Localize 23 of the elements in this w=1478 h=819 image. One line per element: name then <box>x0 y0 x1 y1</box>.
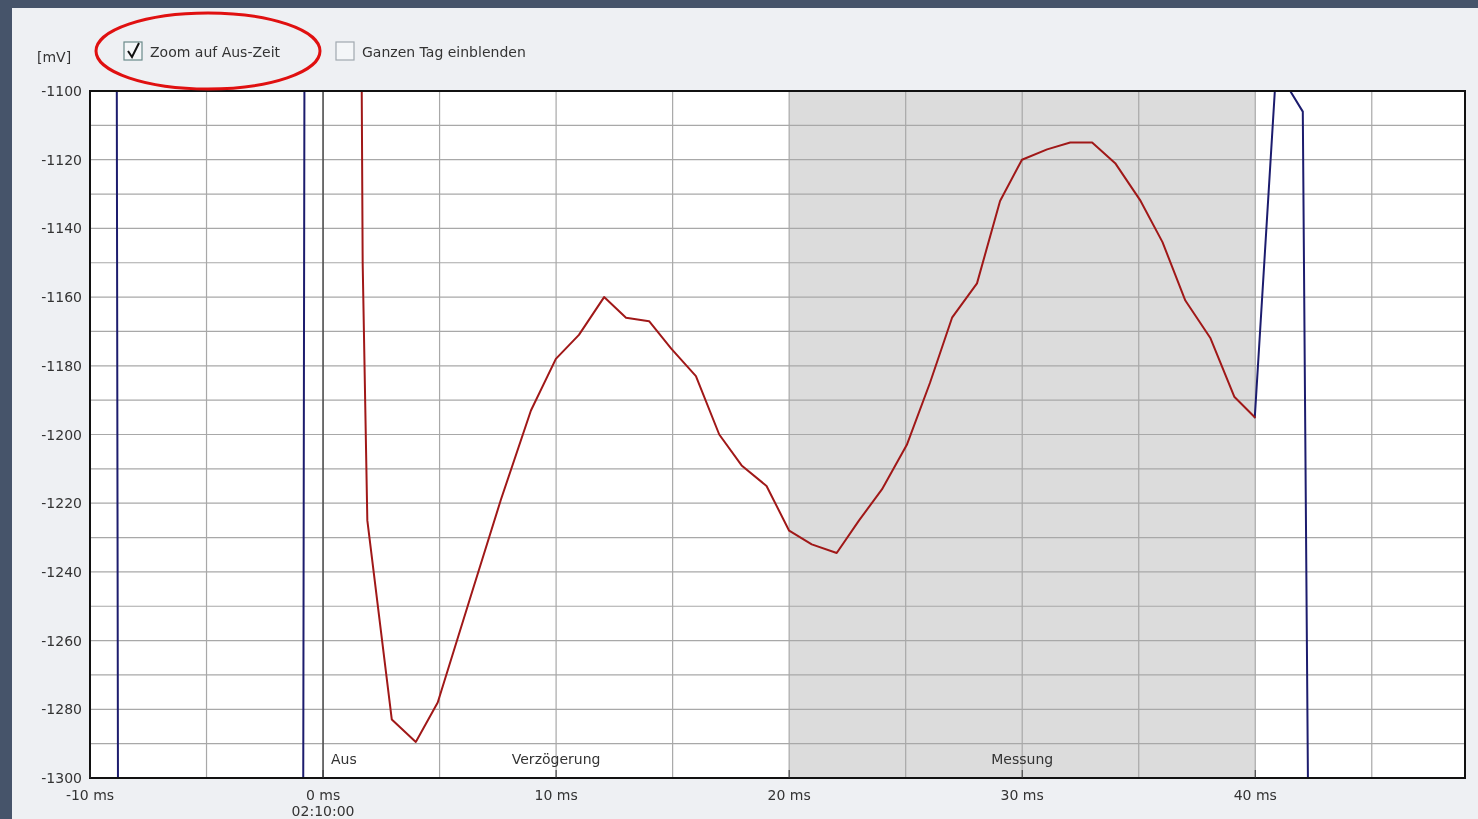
y-axis-title: [mV] <box>37 49 72 65</box>
x-tick-label: 40 ms <box>1233 787 1277 803</box>
text: Zoom auf Aus-Zeit <box>150 44 281 60</box>
y-tick-label: -1180 <box>41 357 82 374</box>
y-tick-label: -1280 <box>41 701 82 718</box>
y-tick-label: -1300 <box>41 770 82 786</box>
y-tick-label: -1220 <box>41 495 82 512</box>
ref-line-label: Aus <box>331 751 357 767</box>
y-tick-label: -1140 <box>41 220 82 237</box>
y-tick-label: -1260 <box>41 632 82 649</box>
band-label: Messung <box>991 751 1054 767</box>
x-tick-label: 30 ms <box>1000 787 1044 803</box>
x-tick-label: -10 ms <box>65 787 115 803</box>
y-tick-label: -1100 <box>41 83 82 99</box>
y-tick-label: -1120 <box>41 151 82 168</box>
x-tick-label: 10 ms <box>534 787 578 803</box>
x-tick-label: 20 ms <box>767 787 811 803</box>
annotation: Verzögerung <box>511 751 601 767</box>
text: Ganzen Tag einblenden <box>362 44 526 60</box>
y-tick-label: -1240 <box>41 563 82 580</box>
x-tick-label: 0 ms 02:10:00 <box>291 787 355 819</box>
y-tick-label: -1200 <box>41 426 82 443</box>
y-tick-label: -1160 <box>41 289 82 306</box>
